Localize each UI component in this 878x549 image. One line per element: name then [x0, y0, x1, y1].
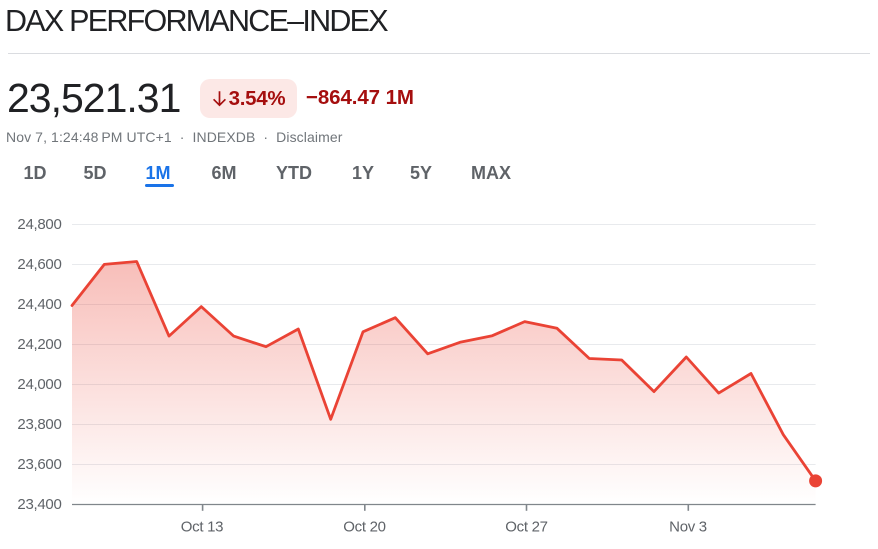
svg-text:23,600: 23,600	[17, 456, 61, 473]
svg-text:Oct 13: Oct 13	[181, 519, 223, 536]
svg-text:23,400: 23,400	[17, 496, 61, 513]
svg-text:Nov 3: Nov 3	[669, 519, 707, 536]
svg-text:Oct 20: Oct 20	[343, 519, 385, 536]
svg-text:24,200: 24,200	[17, 336, 61, 353]
svg-text:24,000: 24,000	[17, 376, 61, 393]
svg-text:Oct 27: Oct 27	[505, 519, 547, 536]
svg-text:24,800: 24,800	[17, 216, 61, 233]
svg-text:24,400: 24,400	[17, 296, 61, 313]
svg-text:24,600: 24,600	[17, 256, 61, 273]
svg-text:23,800: 23,800	[17, 416, 61, 433]
